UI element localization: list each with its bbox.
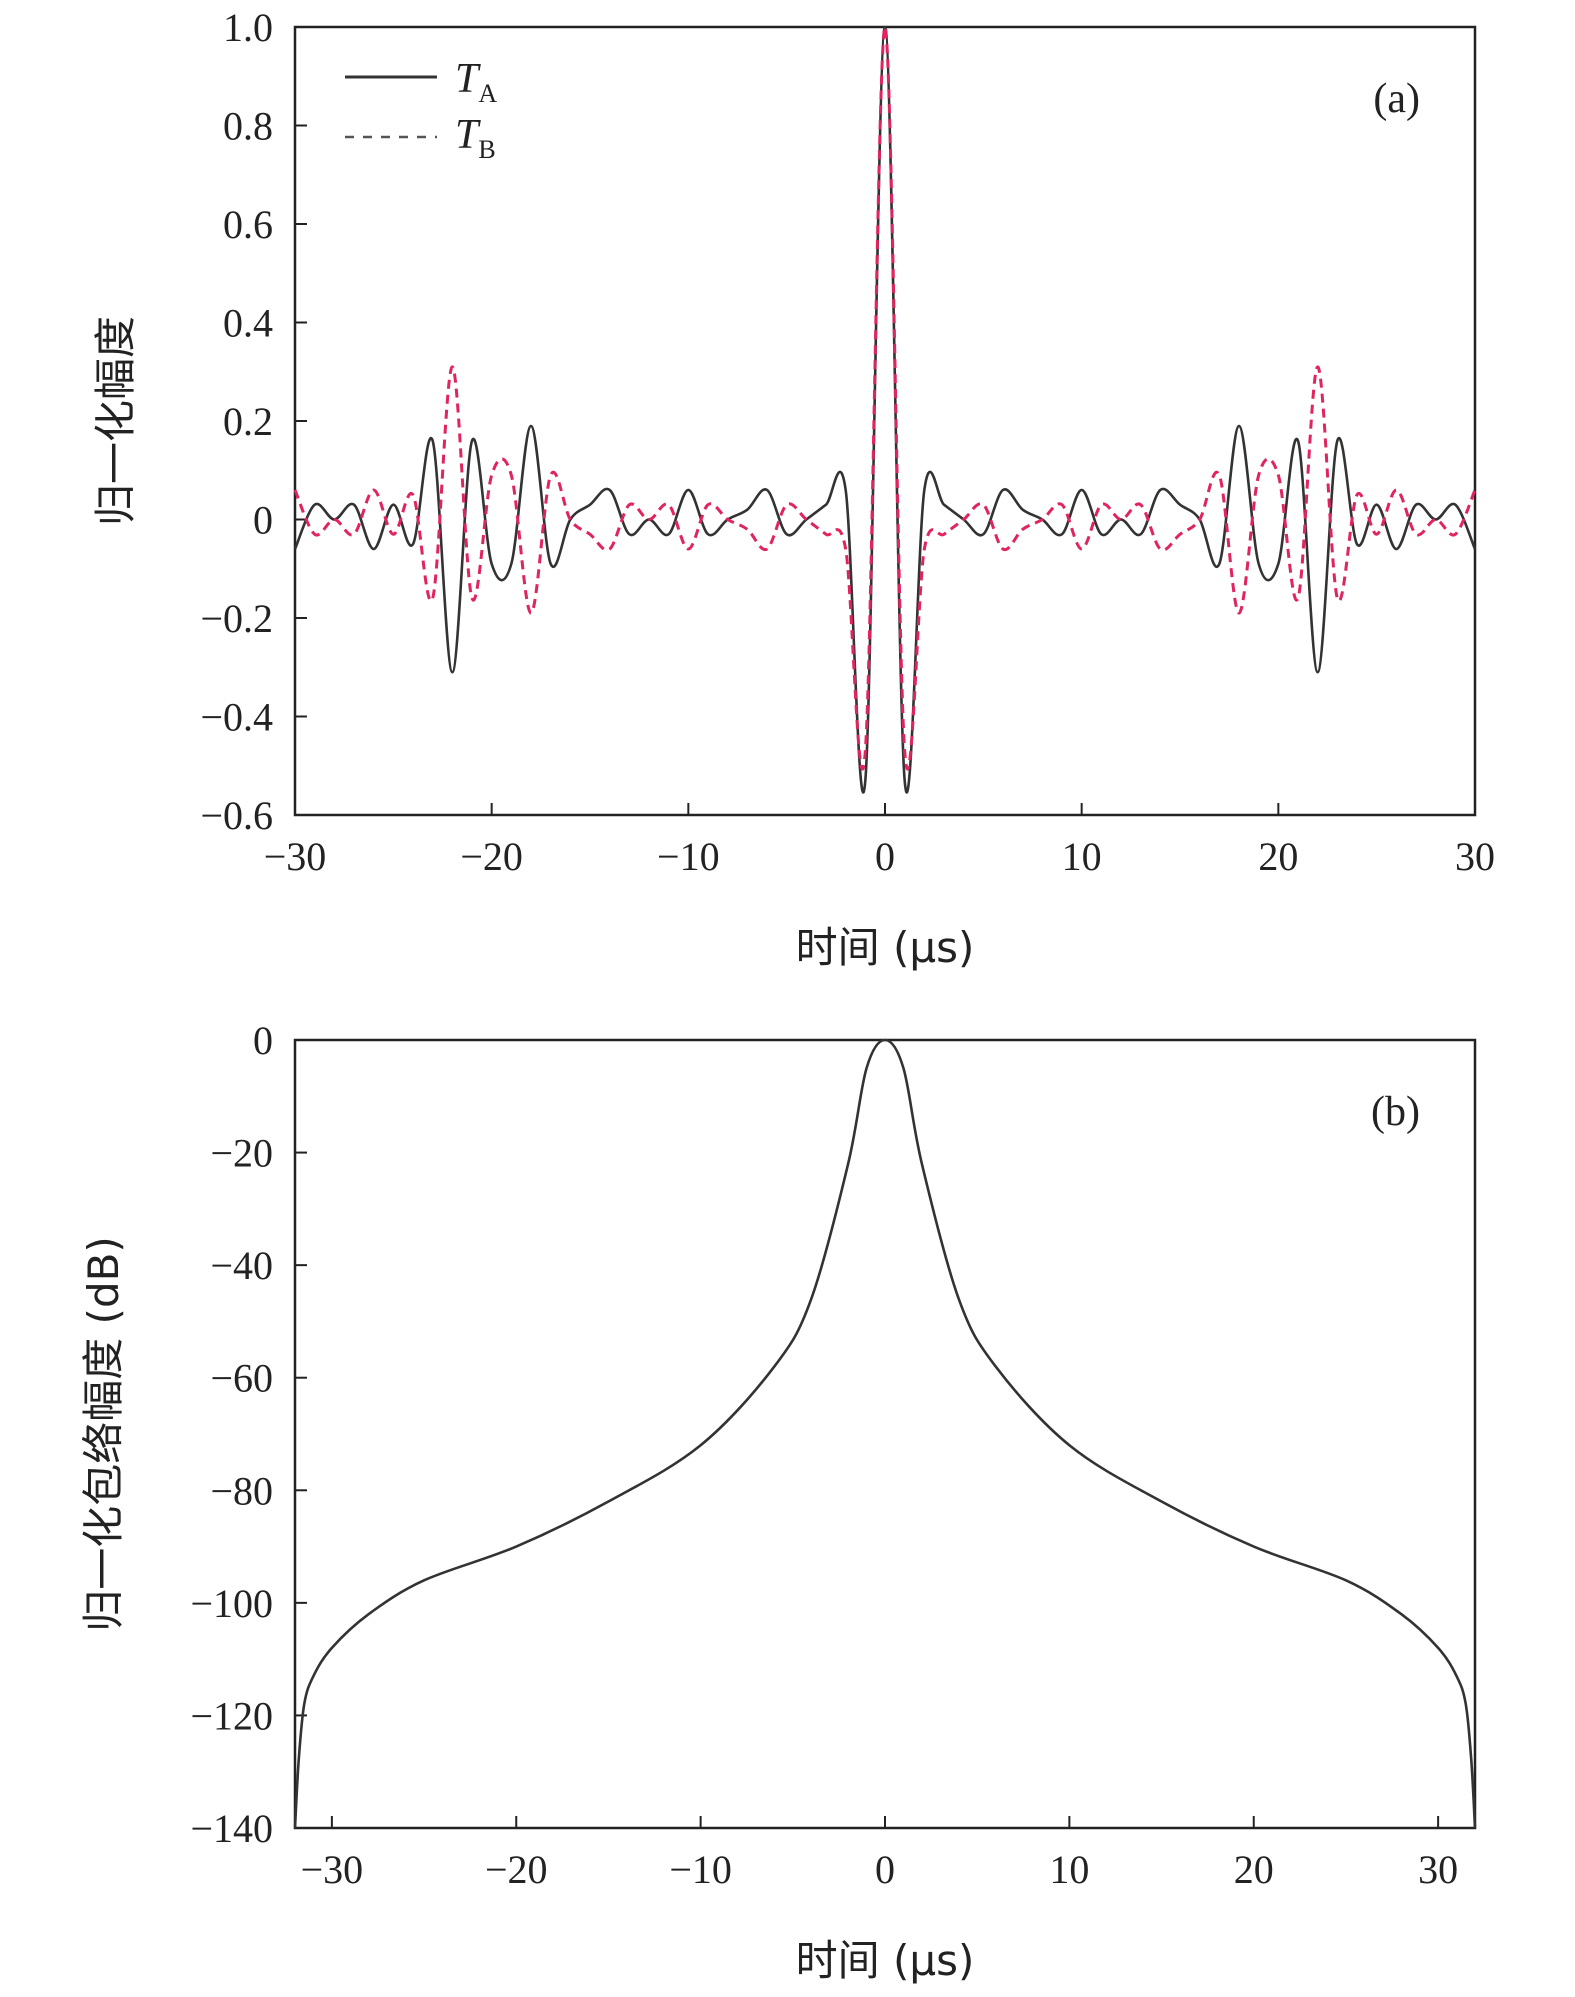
chart-panel-b: −30 −20 −10 0 10 20 30 0−20−40−60−80−100−120−1…: [79, 1018, 1477, 1985]
series-group-b: [293, 1038, 1477, 1829]
x-tick-label: 30: [1455, 834, 1495, 879]
plot-frame-b: [293, 1038, 1477, 1830]
series-line-a-b: [293, 25, 1477, 771]
x-tick-label: −10: [657, 834, 720, 879]
x-axis-a: −30 −20 −10 0 10 20 30: [264, 803, 1495, 879]
x-tick-label: 20: [1258, 834, 1298, 879]
x-tick-label: 10: [1062, 834, 1102, 879]
y-tick-label: −100: [190, 1581, 273, 1626]
x-axis-title-b: 时间 (μs): [796, 1936, 975, 1985]
y-axis-a: 1.0 0.8 0.6 0.4 0.2 0 −0.2 −0.4 −0.6: [200, 5, 307, 838]
y-tick-label: 0.4: [223, 301, 273, 346]
x-axis-b: −30 −20 −10 0 10 20 30: [301, 1816, 1458, 1892]
y-tick-label: −140: [190, 1806, 273, 1851]
x-tick-label: 0: [875, 1847, 895, 1892]
x-tick-label: 10: [1049, 1847, 1089, 1892]
panel-label-a: (a): [1373, 76, 1420, 122]
series-group-a: [293, 25, 1477, 794]
x-tick-label: −30: [301, 1847, 364, 1892]
legend-label-ta: TA: [455, 56, 497, 108]
y-tick-label: 0.8: [223, 104, 273, 149]
y-axis-b: 0 −20 −40 −60 −80 −100 −120 −140: [190, 1018, 307, 1851]
x-tick-label: 30: [1418, 1847, 1458, 1892]
x-tick-label: −30: [264, 834, 327, 879]
legend-label-tb: TB: [455, 112, 496, 164]
x-tick-label: 0: [875, 834, 895, 879]
x-tick-label: 20: [1234, 1847, 1274, 1892]
y-tick-label: −40: [210, 1243, 273, 1288]
y-tick-label: −20: [210, 1131, 273, 1176]
y-axis-title-a: 归一化幅度: [91, 316, 140, 526]
y-tick-label: −0.4: [200, 695, 273, 740]
y-tick-label: −120: [190, 1693, 273, 1738]
x-tick-label: −20: [485, 1847, 548, 1892]
y-tick-label: 0.6: [223, 202, 273, 247]
y-tick-label: 0: [253, 498, 273, 543]
panel-label-b: (b): [1371, 1089, 1420, 1135]
x-tick-label: −20: [460, 834, 523, 879]
x-tick-label: −10: [669, 1847, 732, 1892]
y-axis-title-b: 归一化包络幅度 (dB): [79, 1236, 128, 1632]
legend-a: TA TB: [345, 56, 497, 164]
chart-panel-a: −30 −20 −10 0 10 20 30 1.0 0.8 0.6 0.4 0.2 0 −0.2 −0.…: [91, 5, 1495, 972]
y-tick-label: 1.0: [223, 5, 273, 50]
y-tick-label: −60: [210, 1356, 273, 1401]
y-tick-label: −0.2: [200, 596, 273, 641]
series-line-a-a: [293, 25, 1477, 794]
y-tick-label: −0.6: [200, 793, 273, 838]
y-tick-label: 0.2: [223, 399, 273, 444]
x-axis-title-a: 时间 (μs): [796, 923, 975, 972]
y-tick-label: 0: [253, 1018, 273, 1063]
series-line-b-0: [293, 1038, 1477, 1829]
y-tick-label: −80: [210, 1468, 273, 1513]
